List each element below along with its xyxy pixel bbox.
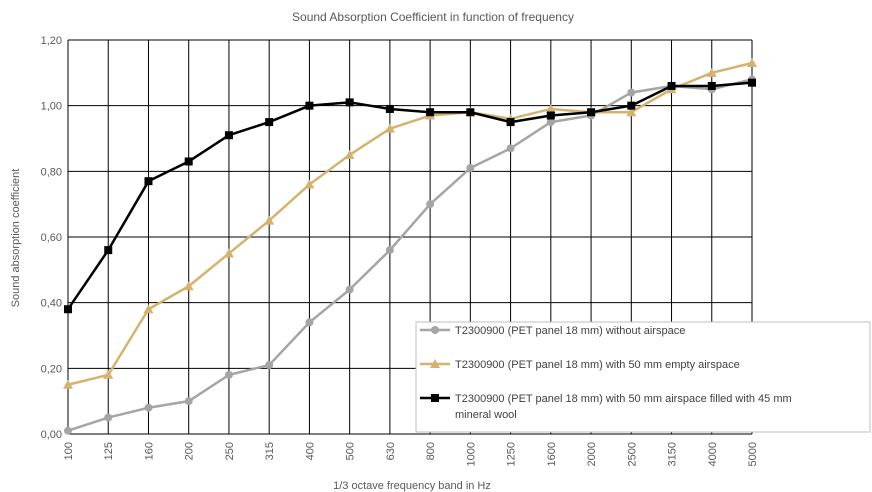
y-axis-label: Sound absorption coefficient <box>10 169 22 308</box>
series-line <box>66 81 753 310</box>
data-point-triangle <box>143 304 154 314</box>
series-line <box>67 78 753 432</box>
tick-labels: 0,00 0,20 0,40 0,60 0,80 1,00 1,20 100 125 160 200… <box>41 35 759 466</box>
data-point-circle <box>466 164 475 173</box>
x-tick-label: 500 <box>345 442 357 460</box>
legend: T2300900 (PET panel 18 mm) without airsp… <box>415 321 871 433</box>
y-tick-label: 0,80 <box>41 166 62 178</box>
data-point-triangle <box>430 359 440 368</box>
x-tick-label: 400 <box>304 442 316 460</box>
x-tick-label: 1250 <box>506 442 518 466</box>
x-tick-label: 100 <box>63 442 75 460</box>
data-point-circle <box>305 318 314 327</box>
data-point-triangle <box>183 281 194 291</box>
data-point-square <box>506 118 515 127</box>
data-point-triangle <box>264 215 275 225</box>
data-point-circle <box>184 397 193 406</box>
legend-label: T2300900 (PET panel 18 mm) with 50 mm em… <box>455 359 740 371</box>
x-tick-label: 1000 <box>465 442 477 466</box>
data-point-square <box>64 305 72 314</box>
data-point-square <box>104 246 113 255</box>
x-tick-label: 630 <box>385 442 397 460</box>
data-point-square <box>667 81 676 90</box>
data-point-square <box>224 131 233 140</box>
data-point-circle <box>64 426 72 435</box>
data-point-circle <box>265 361 274 370</box>
data-point-circle <box>546 118 555 127</box>
series-group <box>63 57 757 435</box>
series-3 <box>64 78 756 314</box>
legend-label: mineral wool <box>455 409 517 421</box>
x-tick-label: 3150 <box>667 442 679 466</box>
data-point-triangle <box>223 248 234 258</box>
x-tick-label: 5000 <box>747 442 759 466</box>
data-point-triangle <box>706 67 717 77</box>
y-tick-label: 1,20 <box>41 35 62 47</box>
x-axis-label: 1/3 octave frequency band in Hz <box>333 480 491 492</box>
data-point-square <box>707 81 716 90</box>
data-point-square <box>305 101 314 110</box>
legend-label: T2300900 (PET panel 18 mm) with 50 mm ai… <box>455 393 792 405</box>
data-point-square <box>345 98 354 107</box>
y-tick-label: 1,00 <box>41 101 62 113</box>
data-point-circle <box>144 403 153 412</box>
data-point-square <box>627 101 636 110</box>
data-point-triangle <box>747 57 757 67</box>
x-tick-label: 2000 <box>586 442 598 466</box>
y-tick-label: 0,20 <box>41 363 62 375</box>
x-tick-label: 315 <box>264 442 276 460</box>
data-point-square <box>466 108 475 117</box>
legend-box <box>415 321 871 433</box>
chart-title: Sound Absorption Coefficient in function… <box>292 10 574 24</box>
data-point-circle <box>506 144 515 153</box>
data-point-square <box>265 118 274 127</box>
data-point-triangle <box>626 107 637 117</box>
data-point-triangle <box>63 379 73 389</box>
data-point-triangle <box>344 149 355 159</box>
data-point-square <box>748 78 756 87</box>
data-point-triangle <box>103 369 114 379</box>
data-point-square <box>587 108 596 117</box>
data-point-square <box>426 108 435 117</box>
series-line <box>67 61 753 386</box>
data-point-triangle <box>545 103 556 113</box>
x-tick-label: 1600 <box>546 442 558 466</box>
y-tick-label: 0,60 <box>41 232 62 244</box>
y-tick-label: 0,00 <box>41 429 62 441</box>
data-point-circle <box>431 326 439 334</box>
x-tick-label: 4000 <box>707 442 719 466</box>
legend-label: T2300900 (PET panel 18 mm) without airsp… <box>455 325 685 337</box>
data-point-circle <box>345 285 354 294</box>
data-point-square <box>385 104 394 113</box>
x-tick-label: 200 <box>184 442 196 460</box>
data-point-circle <box>385 246 394 255</box>
data-point-circle <box>627 88 636 97</box>
data-point-square <box>184 157 193 166</box>
x-tick-label: 800 <box>425 442 437 460</box>
data-point-square <box>144 177 153 186</box>
data-point-triangle <box>304 179 315 189</box>
y-tick-label: 0,40 <box>41 298 62 310</box>
data-point-circle <box>104 413 113 422</box>
data-point-square <box>546 111 555 120</box>
data-point-circle <box>224 370 233 379</box>
data-point-square <box>431 394 439 402</box>
x-tick-label: 125 <box>103 442 115 460</box>
x-tick-label: 250 <box>224 442 236 460</box>
x-tick-label: 2500 <box>626 442 638 466</box>
x-tick-label: 160 <box>143 442 155 460</box>
data-point-circle <box>426 200 435 209</box>
data-point-triangle <box>384 123 395 133</box>
